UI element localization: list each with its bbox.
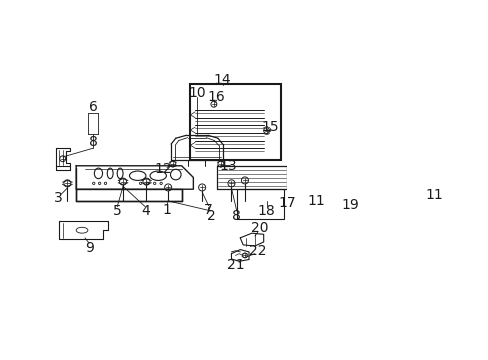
Text: 9: 9 (84, 241, 93, 255)
Text: 19: 19 (341, 198, 359, 212)
Text: 11: 11 (307, 194, 325, 208)
Text: 5: 5 (113, 204, 122, 218)
Text: 4: 4 (141, 204, 149, 218)
Text: 8: 8 (232, 208, 241, 222)
Text: 21: 21 (226, 258, 244, 273)
Bar (190, 84, 281, 160)
Text: 16: 16 (207, 90, 225, 104)
Text: 20: 20 (250, 221, 268, 235)
Text: 12: 12 (154, 162, 171, 176)
Text: 17: 17 (278, 196, 295, 210)
Bar (237, 189, 284, 219)
Text: 13: 13 (219, 159, 237, 173)
Text: 3: 3 (54, 191, 63, 205)
Text: 6: 6 (89, 100, 98, 114)
Text: 15: 15 (262, 120, 279, 134)
Text: 18: 18 (257, 204, 275, 218)
Text: 14: 14 (213, 73, 231, 87)
Text: 22: 22 (248, 244, 266, 258)
Text: 1: 1 (162, 203, 171, 217)
Text: 8: 8 (89, 135, 98, 149)
Text: 7: 7 (204, 203, 213, 217)
Text: 11: 11 (425, 188, 443, 202)
Text: 10: 10 (188, 86, 205, 99)
Text: 2: 2 (206, 208, 215, 222)
